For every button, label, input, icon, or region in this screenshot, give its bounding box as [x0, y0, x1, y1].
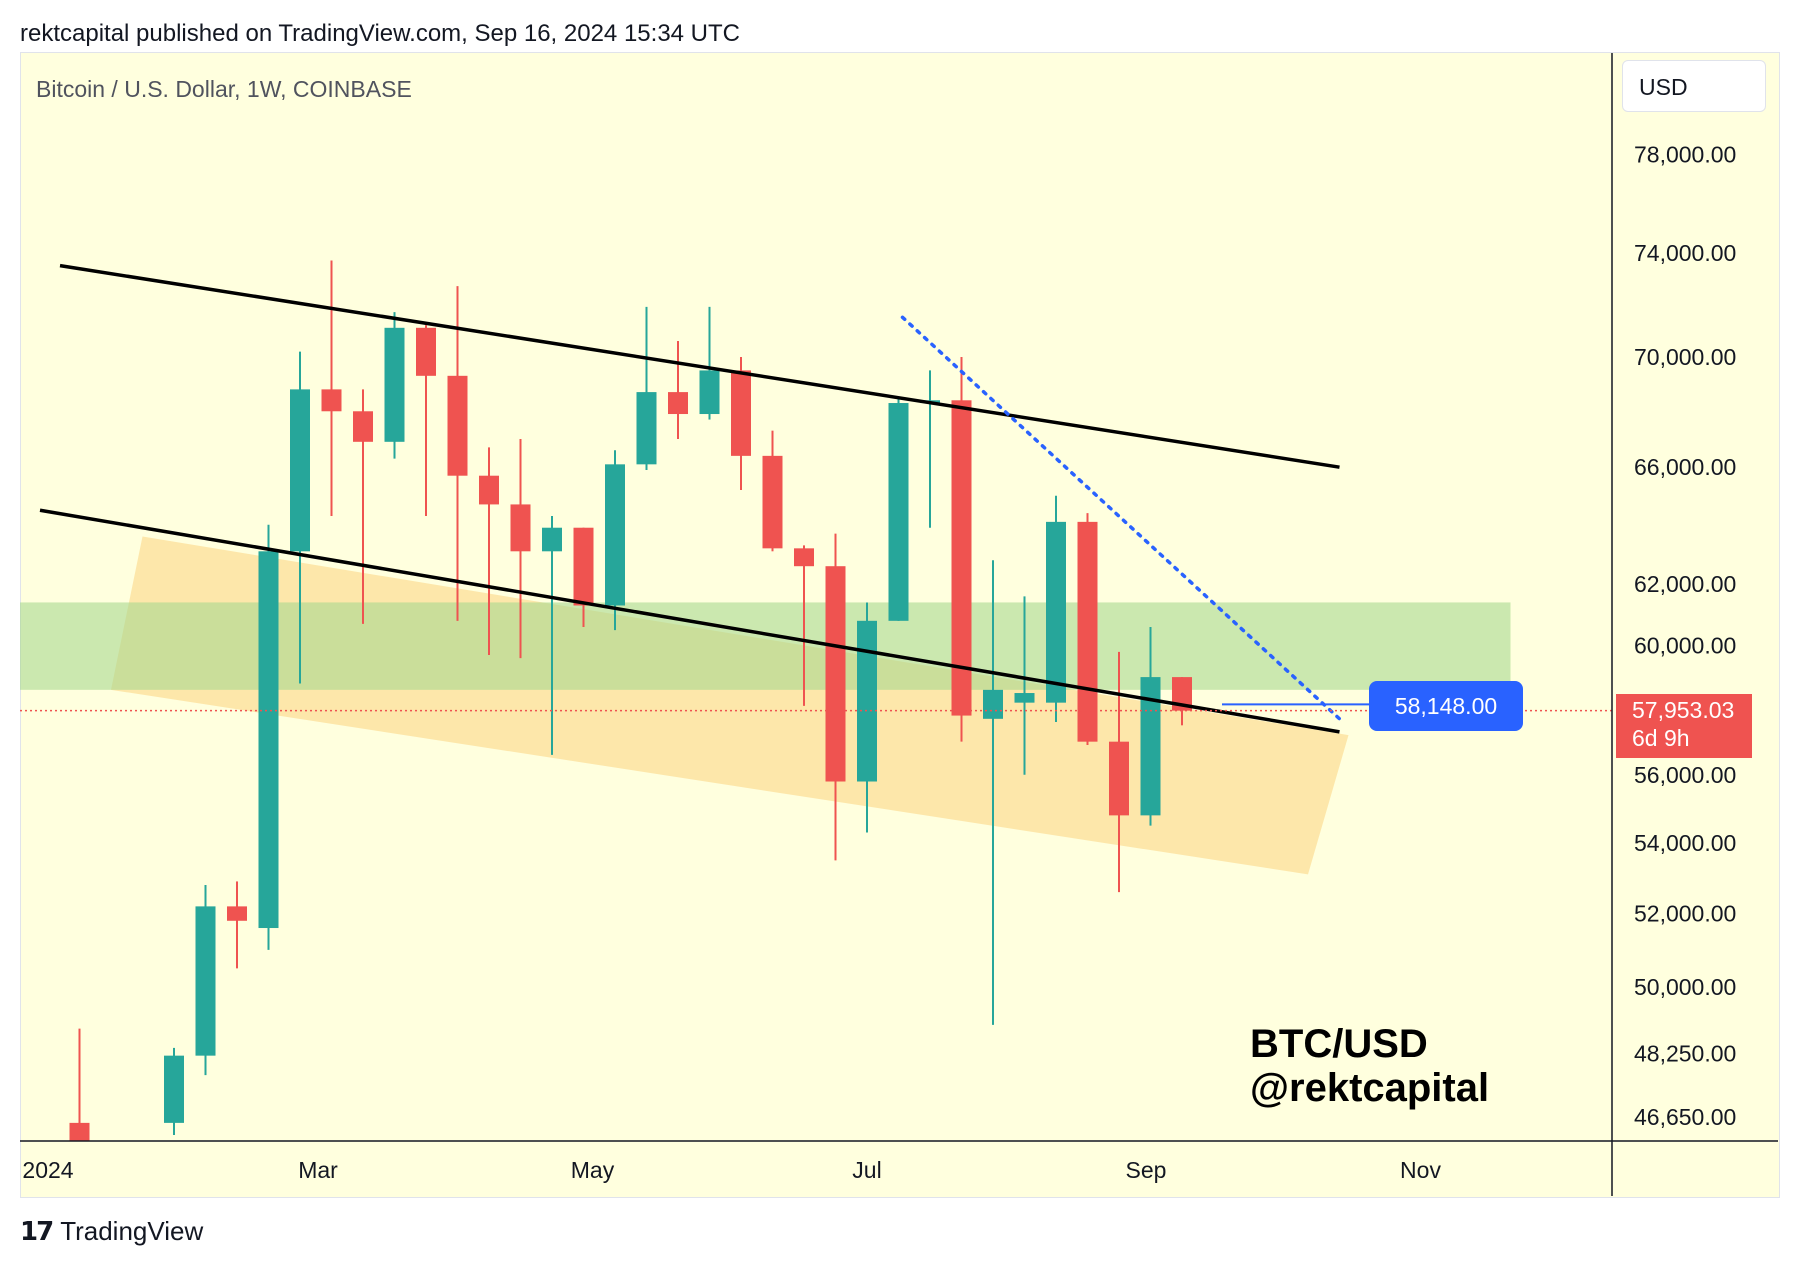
candle-body: [1046, 521, 1066, 703]
y-tick-label: 70,000.00: [1634, 344, 1736, 370]
candle-body: [321, 389, 342, 412]
candle-body: [1172, 677, 1192, 711]
last-price-label: 57,953.03 6d 9h: [1616, 694, 1752, 758]
y-tick-label: 78,000.00: [1634, 141, 1736, 167]
green-support-zone: [20, 602, 1511, 690]
footer-brand: TradingView: [60, 1216, 204, 1246]
candle-body: [794, 548, 814, 567]
x-tick-label: Mar: [298, 1157, 338, 1183]
x-tick-label: 2024: [22, 1157, 73, 1183]
candle-body: [164, 1055, 184, 1123]
candle-body: [258, 551, 279, 929]
candle-body: [479, 475, 499, 505]
upper-trendline: [59, 263, 1340, 469]
y-tick-label: 60,000.00: [1634, 633, 1736, 659]
footer: 𝟭𝟳 TradingView: [20, 1216, 203, 1247]
x-tick-label: Jul: [852, 1157, 881, 1183]
lower-trendline: [39, 508, 1340, 734]
tradingview-logo-icon: 𝟭𝟳: [20, 1216, 54, 1246]
candle-body: [1014, 693, 1035, 703]
x-tick-label: Nov: [1400, 1157, 1441, 1183]
candle-body: [636, 392, 657, 465]
candle-body: [447, 375, 468, 476]
countdown-value: 6d 9h: [1632, 725, 1690, 751]
candle-body: [951, 400, 972, 716]
y-tick-label: 54,000.00: [1634, 830, 1736, 856]
candle-body: [857, 620, 877, 782]
publish-header: rektcapital published on TradingView.com…: [20, 20, 740, 47]
y-tick-label: 52,000.00: [1634, 901, 1736, 927]
candle-body: [384, 327, 405, 442]
candle-body: [762, 455, 783, 549]
candle-body: [699, 370, 720, 415]
candle-body: [1140, 677, 1161, 816]
candle-body: [668, 392, 688, 415]
x-tick-label: Sep: [1126, 1157, 1167, 1183]
y-tick-label: 48,250.00: [1634, 1041, 1736, 1067]
candle-body: [69, 1122, 90, 1141]
y-tick-label: 56,000.00: [1634, 762, 1736, 788]
last-price-value: 57,953.03: [1632, 697, 1735, 723]
plot-area[interactable]: [20, 260, 1511, 1164]
candle-body: [731, 370, 751, 456]
dotted-resistance-line: [900, 315, 1342, 721]
candle-body: [195, 906, 216, 1056]
symbol-title: Bitcoin / U.S. Dollar, 1W, COINBASE: [36, 76, 412, 102]
y-tick-label: 74,000.00: [1634, 240, 1736, 266]
candle-body: [888, 403, 909, 621]
candle-body: [983, 689, 1003, 719]
candle-body: [353, 411, 373, 442]
candle-body: [573, 527, 594, 606]
candle-body: [605, 464, 625, 606]
candle-body: [510, 504, 531, 552]
currency-button[interactable]: USD: [1622, 60, 1766, 112]
x-tick-label: May: [571, 1157, 615, 1183]
orange-channel-zone: [111, 536, 1349, 875]
horizontal-level-label[interactable]: 58,148.00: [1369, 681, 1523, 731]
candle-body: [227, 906, 247, 921]
y-tick-label: 66,000.00: [1634, 454, 1736, 480]
watermark: BTC/USD @rektcapital: [1250, 1022, 1489, 1110]
watermark-line1: BTC/USD: [1250, 1022, 1428, 1066]
candle-body: [825, 566, 846, 782]
y-tick-label: 46,650.00: [1634, 1104, 1736, 1130]
candle-body: [542, 527, 562, 552]
candle-body: [1077, 521, 1098, 742]
watermark-line2: @rektcapital: [1250, 1066, 1490, 1110]
candle-body: [416, 327, 436, 376]
candle-body: [1109, 741, 1129, 816]
candle-body: [290, 389, 310, 552]
axis-left-mask: [0, 1142, 20, 1196]
y-tick-label: 50,000.00: [1634, 974, 1736, 1000]
y-tick-label: 62,000.00: [1634, 571, 1736, 597]
